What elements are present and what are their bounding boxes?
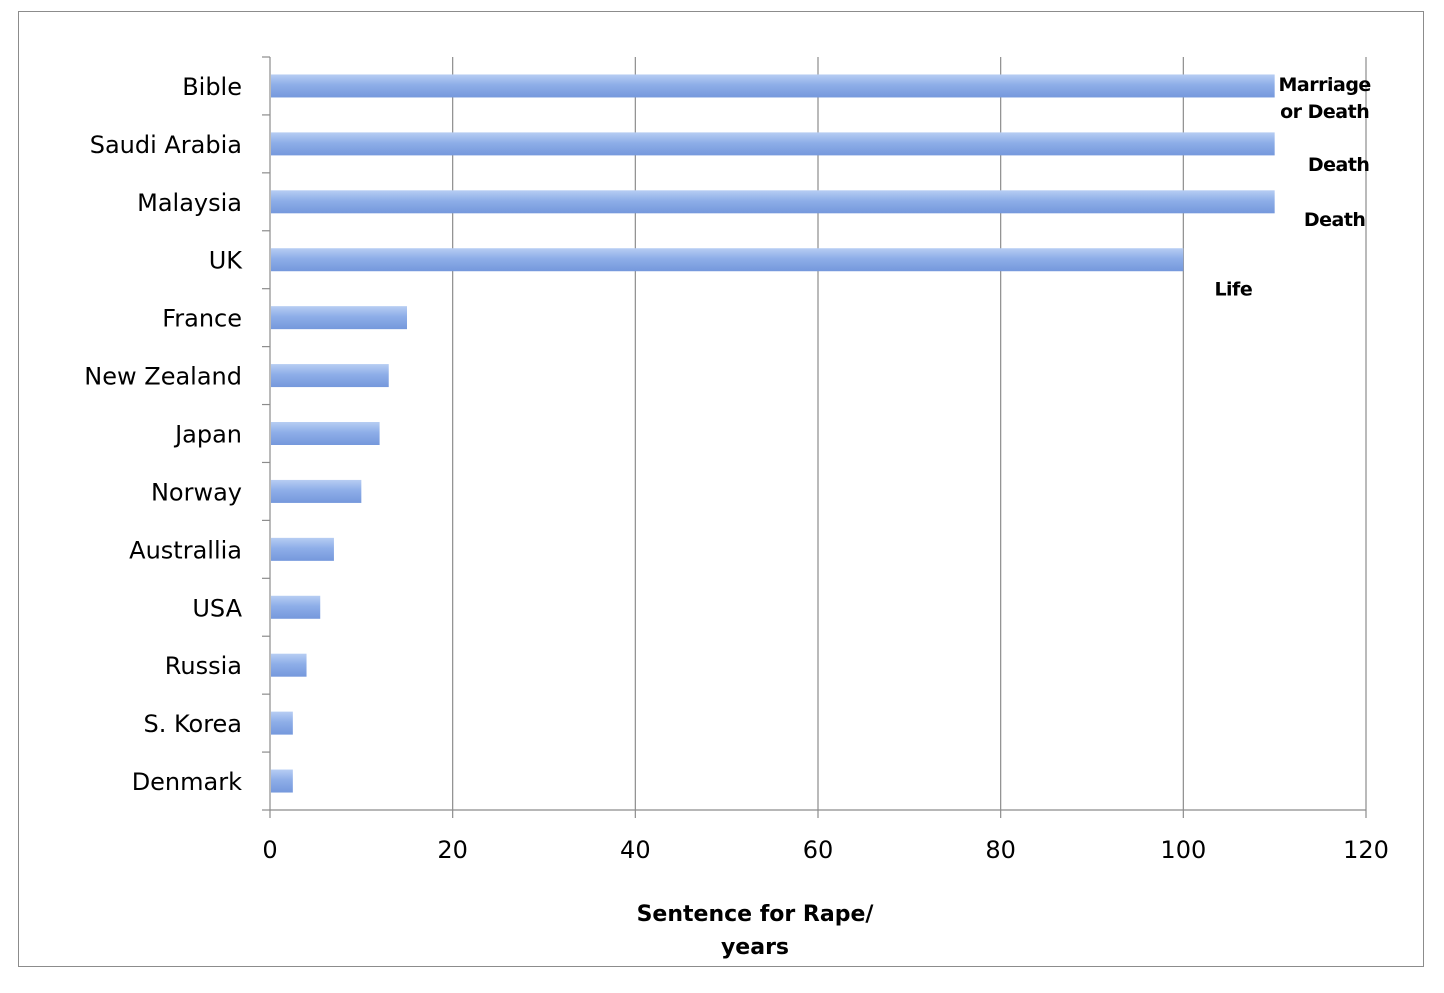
bars: [271, 74, 1275, 793]
category-label: New Zealand: [84, 363, 242, 391]
annotation-label: Death: [1304, 209, 1366, 231]
annotation-label: Life: [1214, 279, 1252, 301]
category-label: Australlia: [129, 536, 242, 564]
bar-saudi-arabia: [271, 132, 1275, 156]
x-tick-label-20: 20: [437, 836, 468, 864]
bar-s-korea: [271, 711, 293, 735]
bar-france: [271, 306, 407, 330]
axes: [262, 56, 1367, 818]
category-label: Norway: [151, 478, 242, 506]
bar-russia: [271, 653, 307, 677]
bar-bible: [271, 74, 1275, 98]
labels: 0 20 40 60 80 100 120 Bible Saudi Arabia Malaysia…: [84, 73, 1389, 960]
category-label: Japan: [173, 421, 242, 449]
category-label: S. Korea: [143, 710, 242, 738]
category-label: Saudi Arabia: [90, 131, 242, 159]
bar-usa: [271, 595, 321, 619]
x-axis-title: Sentence for Rape/: [637, 902, 875, 927]
bar-denmark: [271, 769, 293, 793]
bar-australlia: [271, 537, 334, 561]
bar-malaysia: [271, 190, 1275, 214]
category-label: UK: [209, 247, 244, 275]
bar-uk: [271, 248, 1184, 272]
x-tick-label-40: 40: [620, 836, 651, 864]
category-label: Russia: [165, 652, 242, 680]
category-label: Malaysia: [137, 189, 242, 217]
chart-frame: [18, 11, 1424, 967]
gridlines: [452, 57, 1367, 810]
x-tick-label-120: 120: [1343, 836, 1389, 864]
x-tick-label-100: 100: [1160, 836, 1206, 864]
category-label: Bible: [182, 73, 242, 101]
bar-japan: [271, 422, 380, 445]
x-tick-label-60: 60: [803, 836, 834, 864]
x-tick-label-0: 0: [262, 836, 277, 864]
category-label: France: [162, 305, 242, 333]
category-label: USA: [192, 594, 242, 622]
annotation-label: or Death: [1280, 101, 1369, 123]
annotation-label: Death: [1308, 154, 1370, 176]
bar-norway: [271, 479, 362, 503]
category-label: Denmark: [132, 768, 242, 796]
bar-new-zealand: [271, 364, 389, 388]
x-tick-label-80: 80: [985, 836, 1016, 864]
x-axis-title: years: [721, 935, 789, 960]
annotation-label: Marriage: [1279, 74, 1371, 96]
